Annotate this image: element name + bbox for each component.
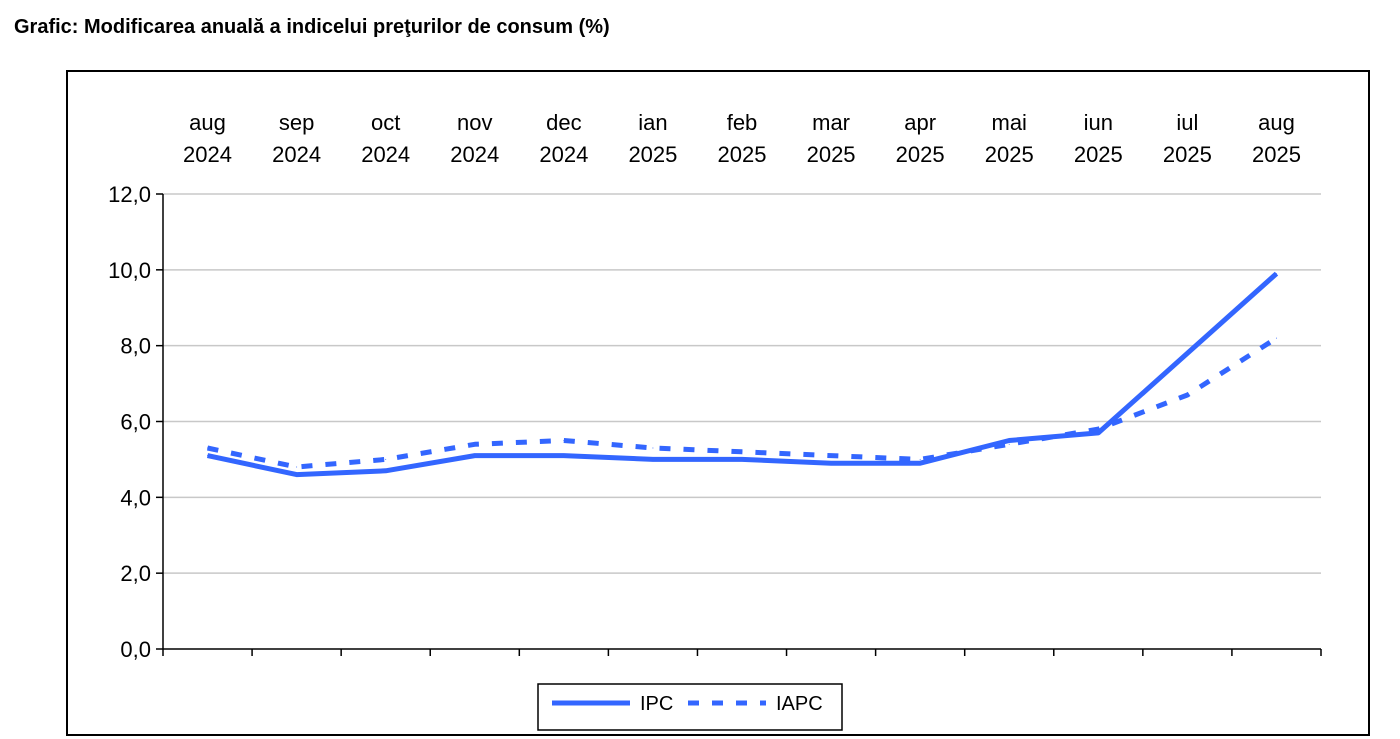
legend-label-ipc: IPC: [640, 693, 673, 715]
x-tick-label-year: 2025: [1163, 142, 1212, 167]
x-tick-label-month: dec: [546, 110, 581, 135]
data-point-iapc: [1097, 428, 1099, 430]
data-point-ipc: [830, 462, 832, 464]
data-point-iapc: [830, 455, 832, 457]
series-line-iapc: [206, 335, 1278, 470]
x-tick-label-year: 2025: [896, 142, 945, 167]
y-tick-label: 2,0: [120, 561, 151, 586]
data-point-ipc: [296, 474, 298, 476]
data-point-ipc: [1097, 432, 1099, 434]
x-tick-label-month: nov: [457, 110, 492, 135]
data-point-iapc: [1186, 394, 1188, 396]
x-tick-label-month: iul: [1176, 110, 1198, 135]
data-point-ipc: [563, 455, 565, 457]
data-point-ipc: [207, 455, 209, 457]
chart-frame: [66, 70, 1370, 736]
x-tick-label-year: 2025: [1252, 142, 1301, 167]
data-point-ipc: [1008, 439, 1010, 441]
data-point-iapc: [652, 447, 654, 449]
series-line-ipc: [206, 271, 1279, 478]
x-tick-label-month: aug: [189, 110, 226, 135]
y-tick-label: 6,0: [120, 410, 151, 435]
x-tick-label-year: 2025: [718, 142, 767, 167]
chart-title: Grafic: Modificarea anuală a indicelui p…: [14, 16, 610, 38]
y-tick-label: 10,0: [108, 258, 151, 283]
x-tick-label-month: ian: [638, 110, 667, 135]
x-tick-label-month: sep: [279, 110, 314, 135]
x-tick-label-month: mai: [992, 110, 1027, 135]
x-tick-label-year: 2025: [1074, 142, 1123, 167]
x-tick-label-month: aug: [1258, 110, 1295, 135]
data-point-iapc: [563, 439, 565, 441]
x-tick-label-year: 2024: [539, 142, 588, 167]
x-tick-label-month: oct: [371, 110, 400, 135]
legend-box: [537, 683, 843, 731]
x-tick-label-month: mar: [812, 110, 850, 135]
data-point-ipc: [474, 455, 476, 457]
data-point-iapc: [919, 458, 921, 460]
y-tick-label: 0,0: [120, 637, 151, 662]
x-tick-label-month: apr: [904, 110, 936, 135]
x-tick-label-year: 2024: [272, 142, 321, 167]
y-tick-label: 4,0: [120, 485, 151, 510]
data-point-iapc: [1275, 337, 1277, 339]
x-tick-label-year: 2024: [361, 142, 410, 167]
series-lines: [206, 271, 1279, 478]
data-point-iapc: [385, 458, 387, 460]
data-point-ipc: [1186, 352, 1188, 354]
x-tick-label-year: 2025: [628, 142, 677, 167]
data-point-ipc: [385, 470, 387, 472]
y-tick-label: 12,0: [108, 182, 151, 207]
x-tick-label-month: iun: [1084, 110, 1113, 135]
x-tick-label-year: 2024: [450, 142, 499, 167]
x-tick-label-month: feb: [727, 110, 758, 135]
data-point-ipc: [741, 458, 743, 460]
data-point-iapc: [741, 451, 743, 453]
x-tick-label-year: 2025: [985, 142, 1034, 167]
x-tick-label-year: 2025: [807, 142, 856, 167]
legend: IPC IAPC: [537, 683, 843, 731]
data-point-ipc: [919, 462, 921, 464]
data-point-ipc: [1275, 273, 1277, 275]
data-point-iapc: [474, 443, 476, 445]
axes: 0,0 2,0 4,0 6,0 8,0 10,0 12,0 aug 2024 sep 2024 oct…: [108, 110, 1322, 662]
data-point-ipc: [652, 458, 654, 460]
data-point-iapc: [1008, 443, 1010, 445]
data-point-iapc: [296, 466, 298, 468]
gridlines: [163, 193, 1321, 574]
y-tick-label: 8,0: [120, 334, 151, 359]
data-point-iapc: [207, 447, 209, 449]
x-tick-label-year: 2024: [183, 142, 232, 167]
legend-label-iapc: IAPC: [776, 693, 823, 715]
